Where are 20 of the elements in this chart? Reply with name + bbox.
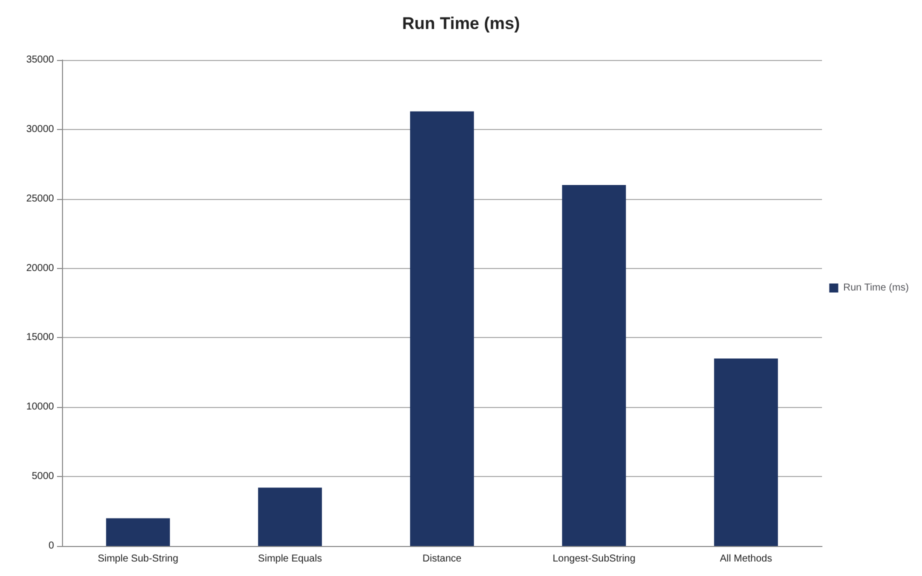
x-tick-label: Simple Sub-String (98, 554, 178, 564)
x-tick-label: Distance (422, 554, 462, 564)
y-tick-label: 10000 (26, 402, 54, 413)
bar (106, 518, 170, 546)
bar (562, 184, 626, 546)
x-tick-label: All Methods (720, 554, 772, 564)
y-tick-label: 30000 (26, 124, 54, 135)
y-tick-label: 15000 (26, 332, 54, 344)
x-tick-label: Longest-SubString (552, 554, 636, 564)
bar (410, 111, 474, 546)
y-tick-label: 25000 (26, 193, 54, 204)
y-tick-label: 20000 (26, 262, 54, 274)
y-tick-label: 0 (48, 540, 54, 552)
x-tick-label: Simple Equals (258, 554, 322, 564)
legend-label: Run Time (ms) (843, 282, 909, 294)
y-tick-label: 35000 (26, 54, 54, 66)
bar (258, 488, 322, 546)
bar (714, 358, 778, 546)
chart-title: Run Time (ms) (402, 14, 520, 33)
y-tick-label: 5000 (32, 471, 54, 482)
